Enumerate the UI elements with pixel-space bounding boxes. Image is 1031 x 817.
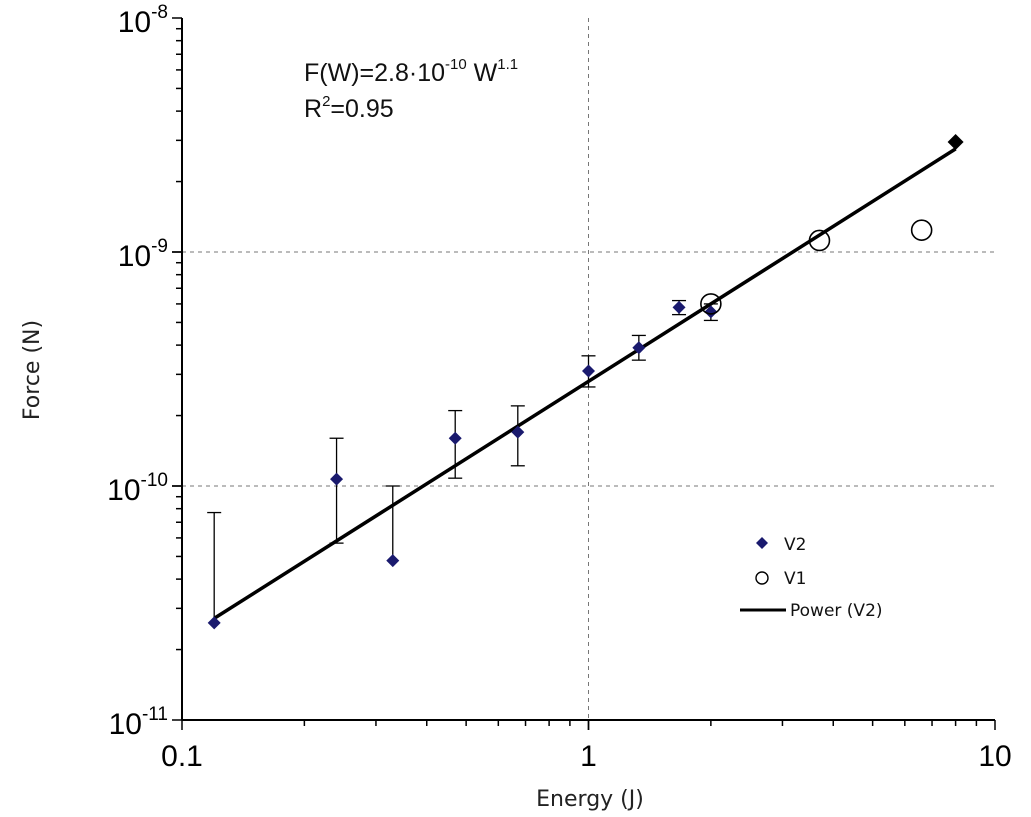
x-tick-label: 0.1	[161, 740, 203, 773]
r-squared-value: =0.95	[330, 95, 393, 123]
legend-v2-marker-icon	[756, 537, 768, 549]
fit-equation-exp1: -10	[445, 56, 467, 73]
fit-equation-mid: W	[467, 59, 498, 87]
legend-v2-label: V2	[784, 535, 806, 555]
y-tick-label: 10-10	[107, 470, 168, 507]
data-point-v2	[386, 554, 400, 568]
data-point-v2	[582, 364, 595, 378]
legend-fit-label: Power (V2)	[790, 601, 883, 621]
data-point-v1	[700, 293, 722, 315]
fit-annotation: F(W)=2.8·10-10 W1.1 R2=0.95	[304, 56, 518, 123]
axes	[172, 17, 996, 730]
y-tick-label: 10-8	[118, 2, 168, 39]
x-tick-label: 1	[580, 740, 597, 773]
fit-equation-prefix: F(W)=2.8·10	[304, 59, 445, 87]
y-axis-title: Force (N)	[20, 320, 45, 420]
grid-lines	[182, 18, 995, 720]
data-point-v2	[511, 425, 525, 439]
data-point-v2	[672, 300, 686, 314]
r-squared-prefix: R	[304, 95, 322, 123]
data-point-v2	[947, 134, 964, 151]
legend-v1-marker-icon	[755, 571, 769, 585]
x-tick-label: 10	[978, 740, 1011, 773]
data-point-v2	[330, 472, 344, 486]
data-point-v1	[808, 229, 831, 252]
r-squared-sup: 2	[322, 93, 330, 110]
y-tick-label: 10-9	[118, 236, 168, 273]
fit-equation-exp2: 1.1	[497, 56, 518, 73]
data-point-v2	[632, 341, 646, 355]
fit-line-layer	[213, 147, 957, 620]
data-point-v2	[704, 305, 718, 319]
data-points	[207, 134, 964, 630]
y-tick-label: 10-11	[109, 704, 168, 741]
fit-r-squared: R2=0.95	[304, 93, 394, 123]
fit-line-power-v2	[213, 147, 957, 620]
x-axis-title: Energy (J)	[536, 787, 644, 812]
legend-v1-label: V1	[784, 569, 806, 589]
legend: V2 V1 Power (V2)	[740, 535, 883, 621]
tick-labels: 0.1 1 10 10-11 10-10 10-9 10-8	[107, 2, 1012, 773]
data-point-v2	[448, 431, 462, 445]
fit-equation: F(W)=2.8·10-10 W1.1	[304, 56, 518, 87]
data-point-v1	[910, 219, 933, 241]
data-point-v2	[207, 616, 221, 630]
